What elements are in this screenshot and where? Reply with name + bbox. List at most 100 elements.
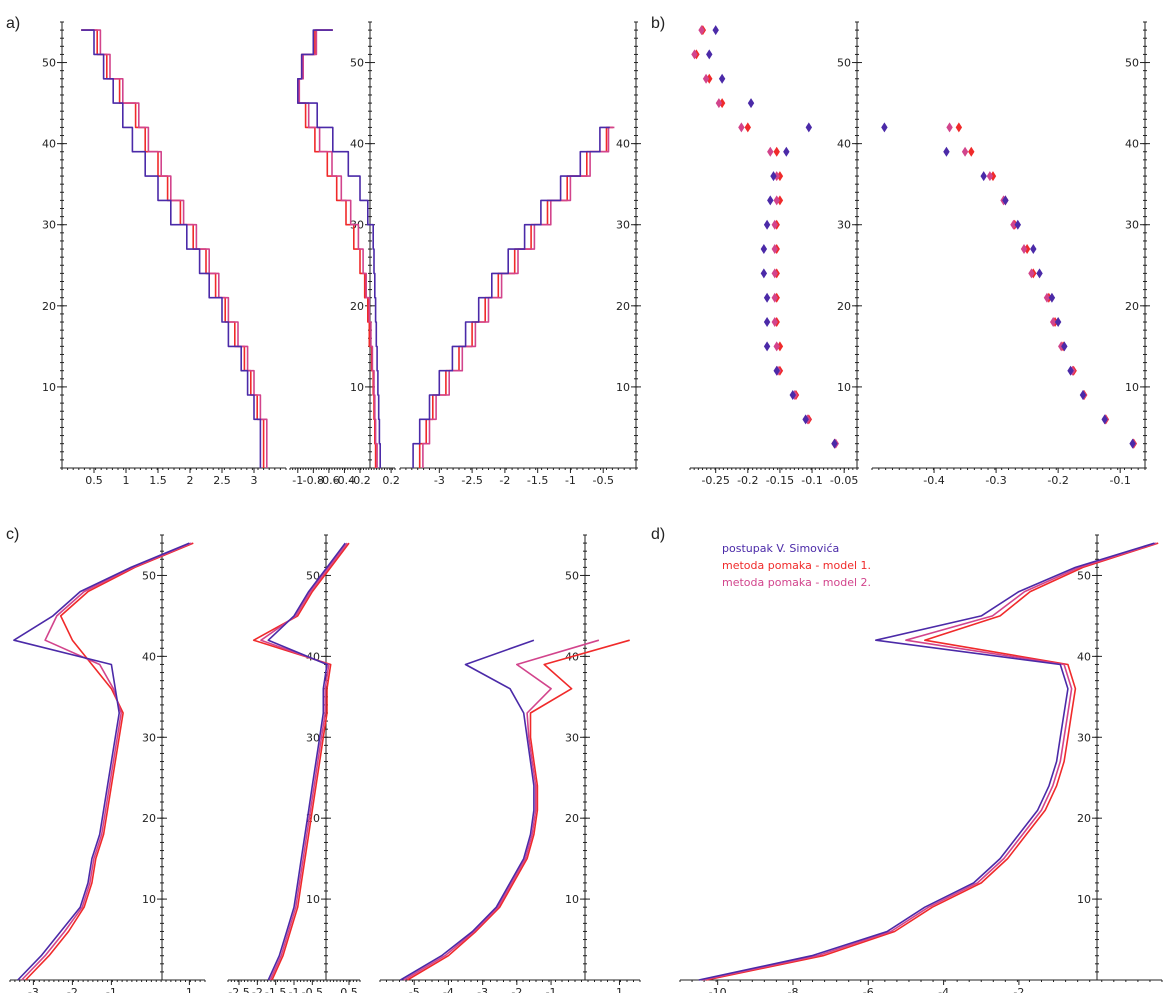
y-tick-label: 40 xyxy=(616,138,630,151)
x-tick-label: -0.5 xyxy=(302,986,323,993)
scatter-point-b1 xyxy=(691,49,698,60)
y-tick-label: 20 xyxy=(42,300,56,313)
y-tick-label: 30 xyxy=(616,219,630,232)
series-line-d-1 xyxy=(706,542,1159,981)
y-tick-label: 30 xyxy=(142,731,156,744)
x-tick-label: -0.1 xyxy=(801,474,822,487)
x-tick-label: -0.2 xyxy=(737,474,758,487)
series-line-a3-2 xyxy=(422,126,615,468)
y-tick-label: 50 xyxy=(350,57,364,70)
y-tick-label: 50 xyxy=(1125,57,1139,70)
x-tick-label: -4 xyxy=(443,986,454,993)
scatter-point-b1 xyxy=(773,341,780,352)
scatter-point-b1 xyxy=(706,49,713,60)
y-tick-label: 50 xyxy=(837,57,851,70)
scatter-point-b1 xyxy=(776,341,784,352)
y-tick-label: 40 xyxy=(142,650,156,663)
y-tick-label: 10 xyxy=(1125,381,1139,394)
series-line-c3-2 xyxy=(403,639,600,981)
series-line-a1-0 xyxy=(81,29,262,468)
series-line-c1-0 xyxy=(13,542,190,981)
y-tick-label: 30 xyxy=(837,219,851,232)
scatter-point-b2 xyxy=(968,146,975,157)
subplot-a3: -3 -2.5 -2 -1.5 -1 -0.5 10 20 30 40 xyxy=(399,21,641,487)
x-tick-label: -1 xyxy=(565,474,576,487)
scatter-point-b2 xyxy=(986,171,994,182)
x-tick-label: -0.15 xyxy=(766,474,794,487)
y-tick-label: 10 xyxy=(616,381,630,394)
subplot-b2: -0.4 -0.3 -0.2 -0.1 10 20 30 40 50 xyxy=(871,21,1150,487)
x-tick-label: -8 xyxy=(787,986,798,993)
y-tick-label: 30 xyxy=(1125,219,1139,232)
panel-label-a: a) xyxy=(6,15,20,32)
scatter-point-b2 xyxy=(946,122,953,133)
scatter-point-b1 xyxy=(747,98,755,109)
x-tick-label: 0.5 xyxy=(85,474,103,487)
x-tick-label: -0.2 xyxy=(349,474,370,487)
x-tick-label: -0.4 xyxy=(334,474,355,487)
y-tick-label: 30 xyxy=(1077,731,1091,744)
x-tick-label: 0.5 xyxy=(340,986,358,993)
scatter-point-b1 xyxy=(718,98,726,109)
scatter-point-b2 xyxy=(955,122,963,133)
y-tick-label: 10 xyxy=(837,381,851,394)
y-tick-label: 20 xyxy=(837,300,851,313)
series-line-c2-1 xyxy=(252,542,350,981)
x-tick-label: 1.5 xyxy=(149,474,167,487)
x-tick-label: -0.2 xyxy=(1047,474,1068,487)
scatter-point-b2 xyxy=(1079,390,1087,401)
series-line-a2-1 xyxy=(297,29,377,468)
y-tick-label: 10 xyxy=(42,381,56,394)
panel-label-c: c) xyxy=(6,526,19,543)
x-tick-label: -3 xyxy=(434,474,445,487)
x-tick-label: -2.5 xyxy=(461,474,482,487)
x-tick-label: -10 xyxy=(709,986,727,993)
legend-item-model-2: metoda pomaka - model 2. xyxy=(722,576,871,589)
legend-item-model-1: metoda pomaka - model 1. xyxy=(722,559,871,572)
y-tick-label: 30 xyxy=(306,731,320,744)
series-line-c1-1 xyxy=(25,542,194,981)
scatter-point-b2 xyxy=(961,146,969,157)
x-tick-label: -1.5 xyxy=(527,474,548,487)
subplot-d: -10 -8 -6 -4 -2 10 20 30 40 50 xyxy=(679,534,1163,993)
y-tick-label: 40 xyxy=(837,138,851,151)
series-line-a1-1 xyxy=(81,29,265,468)
scatter-point-b2 xyxy=(1028,268,1035,279)
y-tick-label: 50 xyxy=(142,569,156,582)
x-tick-label: -1 xyxy=(106,986,117,993)
series-line-a3-1 xyxy=(418,126,614,468)
x-tick-label: -2 xyxy=(67,986,78,993)
scatter-point-b1 xyxy=(763,317,771,328)
series-line-c2-0 xyxy=(267,542,346,981)
scatter-point-b1 xyxy=(771,268,778,279)
x-tick-label: 1 xyxy=(616,986,623,993)
series-line-a2-0 xyxy=(297,29,381,468)
scatter-point-b1 xyxy=(770,171,777,182)
scatter-point-b1 xyxy=(773,365,780,376)
scatter-point-b2 xyxy=(1014,219,1022,230)
panel-label-d: d) xyxy=(651,526,665,543)
scatter-point-b1 xyxy=(771,292,778,303)
scatter-point-b1 xyxy=(763,292,771,303)
x-tick-label: -2 xyxy=(511,986,522,993)
scatter-point-b2 xyxy=(1129,438,1136,449)
x-tick-label: 1 xyxy=(123,474,130,487)
x-tick-label: 2.5 xyxy=(213,474,231,487)
series-line-a3-0 xyxy=(412,126,610,468)
x-tick-label: -0.6 xyxy=(318,474,339,487)
x-tick-label: -0.05 xyxy=(830,474,858,487)
x-tick-label: -1.5 xyxy=(265,986,286,993)
scatter-point-b2 xyxy=(1020,244,1028,255)
x-tick-label: -6 xyxy=(863,986,874,993)
scatter-point-b1 xyxy=(763,341,771,352)
x-tick-label: -0.1 xyxy=(1109,474,1130,487)
scatter-point-b1 xyxy=(773,195,780,206)
scatter-point-b2 xyxy=(1002,195,1009,206)
scatter-point-b1 xyxy=(771,317,778,328)
scatter-point-b2 xyxy=(1036,268,1043,279)
scatter-point-b1 xyxy=(783,146,790,157)
